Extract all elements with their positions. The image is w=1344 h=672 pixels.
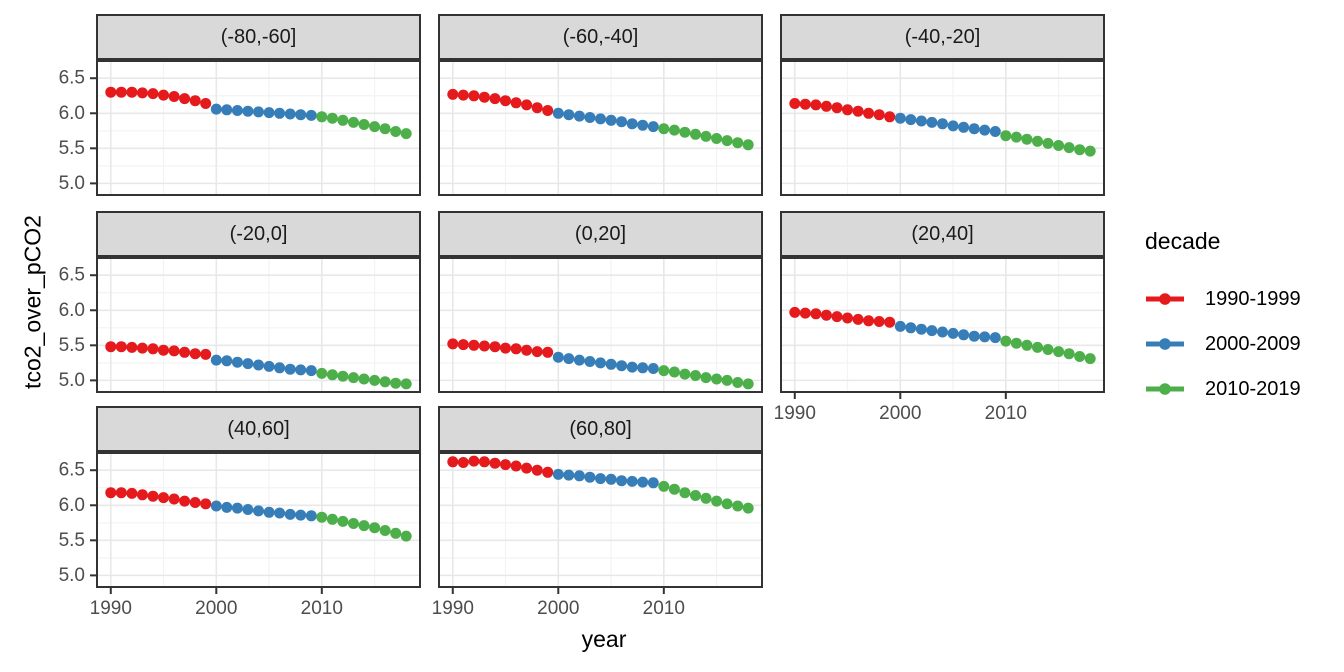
y-tick-label: 6.0: [59, 103, 85, 124]
legend-item-2010-2019: 2010-2019: [1145, 376, 1301, 402]
y-tick-label: 6.5: [59, 265, 85, 286]
legend-key-icon: [1146, 293, 1184, 305]
y-tick-label: 5.5: [59, 335, 85, 356]
y-tick-label: 6.5: [59, 68, 85, 89]
x-axis-title: year: [581, 626, 627, 652]
facet-8: (60,80] 1990 2000 2010: [432, 406, 763, 619]
facet-1: (-80,-60] 5.0 5.5 6.0 6.5: [59, 14, 421, 196]
legend-key-icon: [1146, 383, 1184, 395]
y-tick-label: 6.0: [59, 495, 85, 516]
x-tick-label: 2000: [195, 598, 237, 619]
facet-strip-label: (0,20]: [438, 211, 763, 257]
y-tick-label: 5.5: [59, 138, 85, 159]
facet-plot-panel: 5.0 5.5 6.0 6.5 1990 2000 2010: [59, 452, 421, 619]
facet-plot-panel: [438, 257, 763, 393]
facet-strip-label: (-60,-40]: [438, 14, 763, 60]
y-tick-label: 6.5: [59, 460, 85, 481]
facet-7: (40,60] 5.0 5.5 6.0 6.5 1990 2000 2010: [59, 406, 421, 619]
legend-key-icon: [1146, 338, 1184, 350]
facet-plot-panel: [438, 60, 763, 196]
x-tick-label: 2000: [537, 598, 579, 619]
facet-strip-label: (-80,-60]: [96, 14, 421, 60]
facet-plot-panel: 1990 2000 2010: [432, 452, 763, 619]
legend-item-1990-1999: 1990-1999: [1145, 286, 1301, 312]
x-tick-label: 2010: [985, 403, 1027, 424]
x-tick-label: 1990: [90, 598, 132, 619]
x-tick-label: 2010: [301, 598, 343, 619]
facet-strip-label: (-20,0]: [96, 211, 421, 257]
y-tick-label: 5.0: [59, 370, 85, 391]
y-axis-title: tco2_over_pCO2: [19, 215, 46, 389]
legend-items: 1990-1999 2000-2009 2010-2019: [1130, 286, 1301, 402]
x-tick-label: 1990: [432, 598, 474, 619]
facet-strip-label: (-40,-20]: [780, 14, 1105, 60]
legend-title: decade: [1145, 228, 1221, 254]
y-tick-label: 5.0: [59, 173, 85, 194]
facet-5: (0,20]: [438, 211, 763, 393]
facet-2: (-60,-40]: [438, 14, 763, 196]
legend-item-label: 1990-1999: [1205, 287, 1301, 310]
facet-plot-panel: 5.0 5.5 6.0 6.5: [59, 60, 421, 196]
legend-item-label: 2000-2009: [1205, 332, 1301, 355]
facet-strip-label: (40,60]: [96, 406, 421, 452]
facet-4: (-20,0] 5.0 5.5 6.0 6.5: [59, 211, 421, 393]
facet-strip-label: (60,80]: [438, 406, 763, 452]
legend-item-label: 2010-2019: [1205, 377, 1301, 400]
facet-3: (-40,-20]: [780, 14, 1105, 196]
y-tick-label: 5.5: [59, 530, 85, 551]
y-tick-label: 5.0: [59, 565, 85, 586]
facet-strip-label: (20,40]: [780, 211, 1105, 257]
facet-plot-panel: 5.0 5.5 6.0 6.5: [59, 257, 421, 393]
y-tick-label: 6.0: [59, 300, 85, 321]
legend-item-2000-2009: 2000-2009: [1145, 331, 1301, 357]
facet-plot-panel: [780, 60, 1105, 196]
x-tick-label: 1990: [774, 403, 816, 424]
x-tick-label: 2010: [643, 598, 685, 619]
facet-6: (20,40] 1990 2000 2010: [774, 211, 1105, 424]
x-tick-label: 2000: [879, 403, 921, 424]
facet-plot-panel: 1990 2000 2010: [774, 257, 1105, 424]
legend: decade 1990-1999 2000-2009 2010-2019: [1130, 228, 1301, 421]
